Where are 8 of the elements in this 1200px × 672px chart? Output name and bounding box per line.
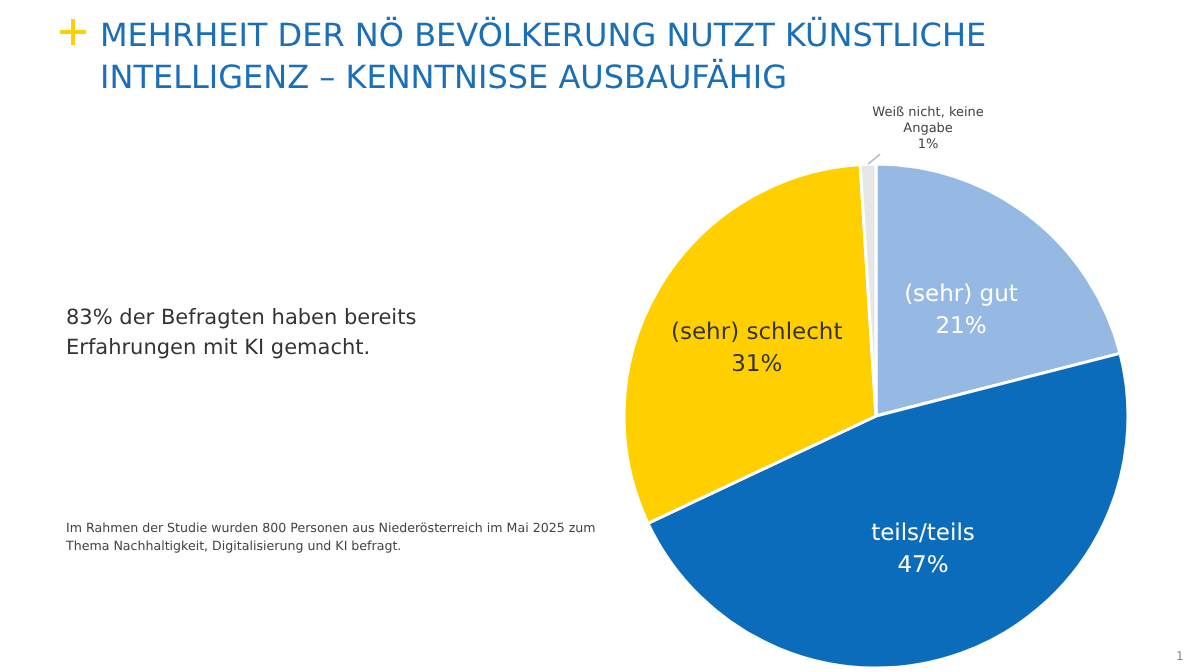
data-label: 31%	[731, 349, 783, 378]
slice-label: (sehr) schlecht	[670, 317, 844, 346]
slice-label: teils/teils	[871, 518, 975, 547]
data-label: 47%	[897, 550, 949, 579]
data-label: 21%	[935, 310, 987, 339]
text: 83% der Befragten haben bereits Erfahrungen mit KI gemacht.	[66, 306, 417, 360]
chart-title: MEHRHEIT DER NÖ BEVÖLKERUNG NUTZT KÜNSTLICHE INTELLIGENZ – KENNTNISSE AUSBAUFÄHIG	[100, 16, 987, 96]
slice-label: (sehr) gut	[904, 278, 1019, 307]
